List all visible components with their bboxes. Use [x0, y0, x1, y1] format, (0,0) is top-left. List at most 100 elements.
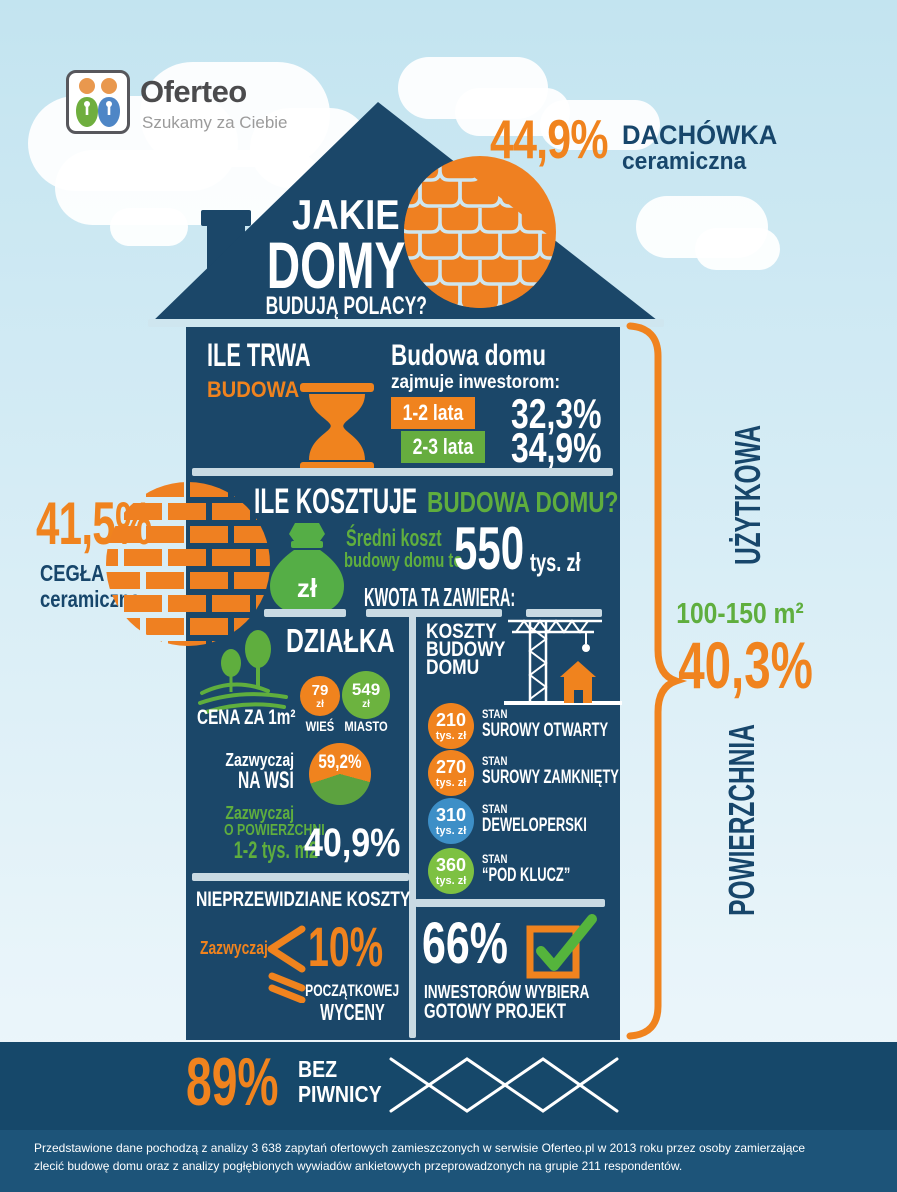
pie-chart: [309, 743, 371, 805]
budowa-domu-subheading: zajmuje inwestorom:: [391, 372, 561, 393]
cost-value: 210: [435, 709, 467, 730]
house-roof: [148, 102, 664, 329]
cost-prefix-1: STAN: [482, 707, 508, 721]
roof-title-line3: BUDUJĄ POLACY?: [265, 292, 427, 320]
usually-village-line2: NA WSI: [238, 767, 294, 794]
ile-trwa-title: ILE TRWA: [207, 337, 311, 373]
cost-label-2: SUROWY ZAMKNIĘTY: [482, 767, 619, 788]
avg-cost-value: 550: [454, 515, 525, 582]
separator: [264, 609, 346, 617]
cost-label-4: “POD KLUCZ”: [482, 865, 571, 886]
separator: [192, 873, 409, 881]
separator: [192, 468, 613, 476]
logo-tagline: Szukamy za Ciebie: [142, 113, 288, 132]
separator: [366, 609, 502, 617]
project-percent: 66%: [422, 911, 508, 976]
cost-circle-3: 310 tys. zł: [428, 798, 474, 844]
koszty-title-line1: KOSZTY: [426, 620, 497, 643]
powierzchnia-label-bottom: POWIERZCHNIA: [721, 724, 762, 916]
separator: [526, 609, 602, 617]
area-line2: O POWIERZCHNI: [224, 822, 325, 839]
unexpected-of-line2: WYCENY: [319, 999, 385, 1025]
cloud: [540, 100, 660, 150]
ile-trwa-subtitle1: BUDOWA: [207, 377, 300, 402]
powierzchnia-range: 100-150 m²: [676, 598, 804, 630]
avg-cost-label1: Średni koszt: [346, 525, 442, 552]
piwnica-percent: 89%: [186, 1044, 279, 1120]
cegla-label1: CEGŁA: [40, 560, 105, 586]
price-unit: zł: [362, 698, 370, 710]
piwnica-label2: PIWNICY: [298, 1081, 382, 1107]
price-circle-wies: 79 zł: [300, 676, 340, 716]
cost-circle-2: 270 tys. zł: [428, 750, 474, 796]
dachowka-label1: DACHÓWKA: [622, 120, 778, 150]
area-line3: 1-2 tys. m2: [233, 837, 319, 864]
cost-circle-4: 360 tys. zł: [428, 848, 474, 894]
cost-circle-1: 210 tys. zł: [428, 703, 474, 749]
powierzchnia-percent: 40,3%: [678, 628, 813, 702]
oferteo-logo-icon: [76, 78, 120, 127]
less-than-or-equal-icon: [267, 925, 306, 1003]
roof-title-line2: DOMY: [266, 228, 406, 302]
unexpected-usually: Zazwyczaj: [200, 938, 268, 958]
price-label-miasto: MIASTO: [344, 718, 388, 734]
column-divider: [409, 609, 416, 1038]
unexpected-of-line1: POCZĄTKOWEJ: [305, 981, 399, 1000]
price-unit: zł: [316, 698, 324, 710]
unexpected-costs-title: NIEPRZEWIDZIANE KOSZTY: [196, 888, 411, 911]
cost-value: 360: [435, 854, 467, 875]
unexpected-percent: 10%: [308, 915, 384, 978]
cloud: [110, 208, 188, 246]
budowa-domu-heading: Budowa domu: [391, 339, 546, 372]
price-label-wies: WIEŚ: [305, 718, 335, 734]
footer-line2: zlecić budowę domu oraz z analizy pogłęb…: [34, 1159, 683, 1173]
cost-value: 310: [435, 804, 467, 825]
cost-unit: tys. zł: [435, 776, 467, 789]
duration-badge-2: 2-3 lata: [401, 431, 485, 463]
cost-label-3: DEWELOPERSKI: [482, 815, 587, 836]
project-line1: INWESTORÓW WYBIERA: [424, 982, 590, 1002]
roof-title-line1: JAKIE: [292, 191, 400, 238]
duration-badge-1: 1-2 lata: [391, 397, 475, 429]
cost-label-1: SUROWY OTWARTY: [482, 720, 609, 741]
logo-name: Oferteo: [140, 74, 247, 109]
dachowka-label2: ceramiczna: [622, 148, 747, 175]
price-value: 549: [351, 679, 381, 699]
area-line1: Zazwyczaj: [225, 803, 294, 823]
project-line2: GOTOWY PROJEKT: [424, 1000, 566, 1023]
cost-value: 270: [435, 756, 467, 777]
dachowka-percent: 44,9%: [490, 108, 609, 170]
crane-icon: [504, 619, 622, 705]
powierzchnia-label-top: UŻYTKOWA: [727, 424, 768, 566]
duration-value-1: 32,3%: [511, 390, 602, 437]
cost-unit: tys. zł: [435, 874, 467, 887]
usually-village-line1: Zazwyczaj: [225, 750, 294, 770]
avg-cost-label2: budowy domu to: [344, 550, 463, 572]
price-circle-miasto: 549 zł: [342, 671, 390, 719]
duration-value-2: 34,9%: [511, 424, 602, 471]
money-bag-currency: zł: [296, 573, 318, 603]
footer-line1: Przedstawione dane pochodzą z analizy 3 …: [34, 1141, 806, 1155]
bracket: [626, 322, 688, 1040]
brick-wall-icon: [106, 482, 270, 646]
area-percent: 40,9%: [304, 821, 401, 865]
oferteo-logo: [66, 70, 130, 134]
price-per-m2-label: CENA ZA 1m²: [197, 706, 296, 729]
footer-panel: [0, 1130, 897, 1192]
cost-prefix-2: STAN: [482, 754, 508, 768]
cross-brace-icon: [389, 1057, 619, 1113]
cloud: [695, 228, 780, 270]
cost-unit: tys. zł: [435, 824, 467, 837]
separator: [415, 899, 605, 907]
piwnica-label1: BEZ: [298, 1056, 338, 1082]
koszty-title-line2: BUDOWY: [426, 638, 506, 661]
koszty-title-line3: DOMU: [426, 656, 480, 679]
land-trees-icon: [198, 630, 288, 714]
ile-kosztuje-title-white: ILE KOSZTUJE: [254, 482, 418, 521]
hourglass-icon: [300, 383, 374, 471]
pie-chart-label: 59,2%: [318, 752, 362, 773]
house-body: ILE TRWA BUDOWA Budowa domu zajmuje inwe…: [186, 327, 622, 1040]
cost-prefix-4: STAN: [482, 852, 508, 866]
cost-unit: tys. zł: [435, 729, 467, 742]
